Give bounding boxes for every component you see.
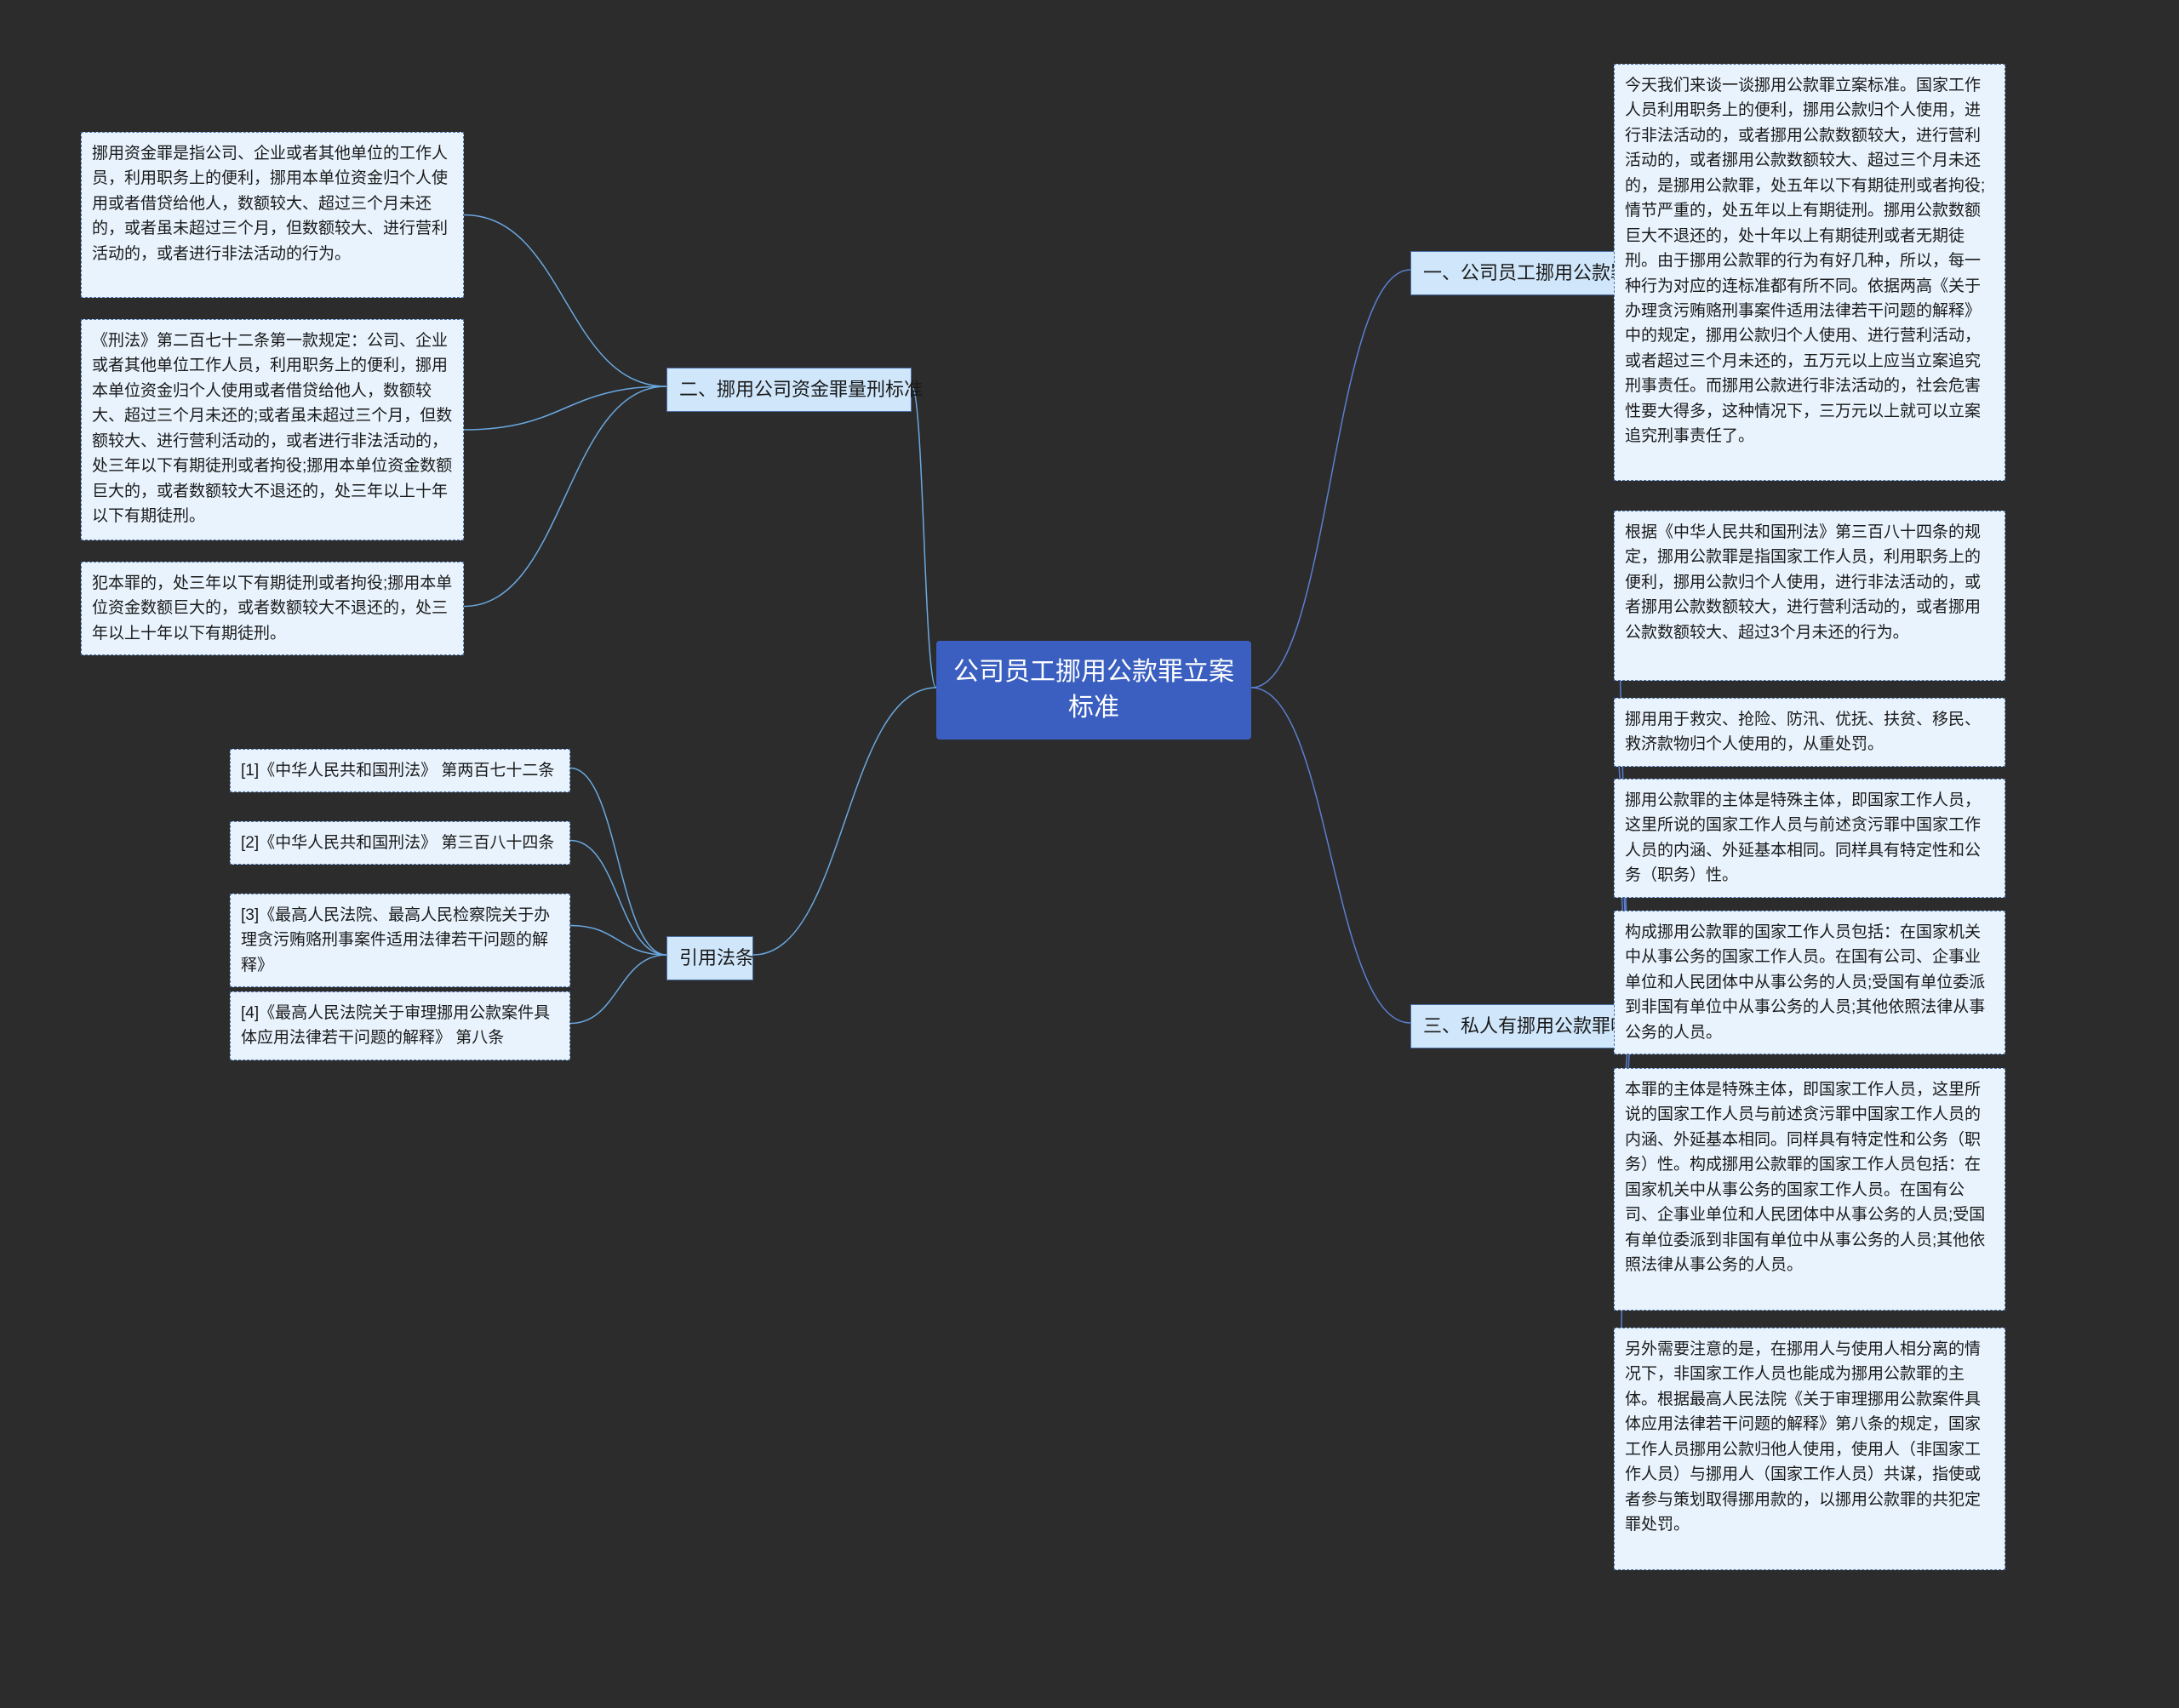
leaf-b3_3: 挪用公款罪的主体是特殊主体，即国家工作人员，这里所说的国家工作人员与前述贪污罪中… <box>1614 779 2005 898</box>
leaf-b4_2: [2]《中华人民共和国刑法》 第三百八十四条 <box>230 821 570 865</box>
mindmap-canvas: 公司员工挪用公款罪立案标准一、公司员工挪用公款罪立案标准三、私人有挪用公款罪吗二… <box>0 0 2179 1708</box>
leaf-b3_4: 构成挪用公款罪的国家工作人员包括：在国家机关中从事公务的国家工作人员。在国有公司… <box>1614 911 2005 1054</box>
leaf-b2_3: 犯本罪的，处三年以下有期徒刑或者拘役;挪用本单位资金数额巨大的，或者数额较大不退… <box>81 562 464 655</box>
branch-b3: 三、私人有挪用公款罪吗 <box>1410 1004 1633 1048</box>
leaf-b4_4: [4]《最高人民法院关于审理挪用公款案件具体应用法律若干问题的解释》 第八条 <box>230 991 570 1060</box>
leaf-b3_2: 挪用用于救灾、抢险、防汛、优抚、扶贫、移民、救济款物归个人使用的，从重处罚。 <box>1614 698 2005 767</box>
leaf-b3_6: 另外需要注意的是，在挪用人与使用人相分离的情况下，非国家工作人员也能成为挪用公款… <box>1614 1328 2005 1570</box>
leaf-b4_3: [3]《最高人民法院、最高人民检察院关于办理贪污贿赂刑事案件适用法律若干问题的解… <box>230 894 570 987</box>
branch-b2: 二、挪用公司资金罪量刑标准 <box>666 368 912 412</box>
leaf-b4_1: [1]《中华人民共和国刑法》 第两百七十二条 <box>230 749 570 792</box>
leaf-b1_1: 今天我们来谈一谈挪用公款罪立案标准。国家工作人员利用职务上的便利，挪用公款归个人… <box>1614 64 2005 481</box>
branch-b4: 引用法条 <box>666 936 753 980</box>
leaf-b3_5: 本罪的主体是特殊主体，即国家工作人员，这里所说的国家工作人员与前述贪污罪中国家工… <box>1614 1068 2005 1311</box>
center-topic: 公司员工挪用公款罪立案标准 <box>936 641 1251 740</box>
leaf-b2_1: 挪用资金罪是指公司、企业或者其他单位的工作人员，利用职务上的便利，挪用本单位资金… <box>81 132 464 298</box>
leaf-b3_1: 根据《中华人民共和国刑法》第三百八十四条的规定，挪用公款罪是指国家工作人员，利用… <box>1614 511 2005 681</box>
leaf-b2_2: 《刑法》第二百七十二条第一款规定：公司、企业或者其他单位工作人员，利用职务上的便… <box>81 319 464 540</box>
